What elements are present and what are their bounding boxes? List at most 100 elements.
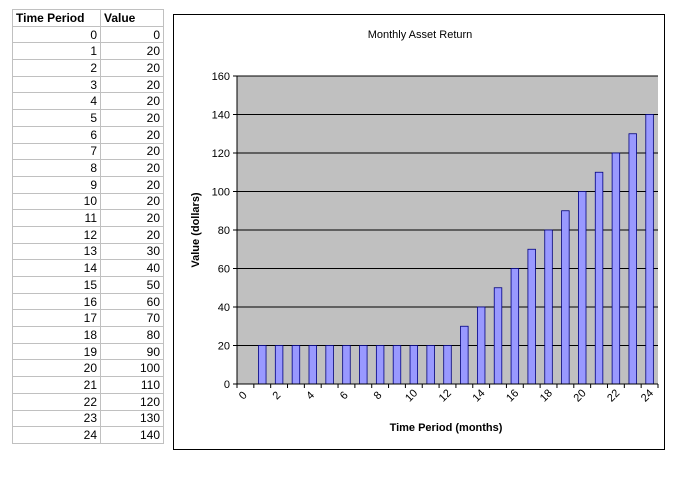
cell-value[interactable]: 130 [100, 409, 164, 428]
header-value[interactable]: Value [100, 9, 164, 27]
cell-time-period[interactable]: 21 [12, 376, 101, 394]
cell-value[interactable]: 50 [100, 276, 164, 294]
cell-value[interactable]: 20 [100, 175, 164, 194]
table-row: 17 70 [12, 309, 164, 328]
bar [426, 345, 435, 385]
table-row: 23 130 [12, 409, 164, 428]
cell-value[interactable]: 20 [100, 92, 164, 111]
cell-value[interactable]: 110 [100, 376, 164, 394]
cell-value[interactable]: 20 [100, 159, 164, 177]
cell-time-period[interactable]: 13 [12, 242, 101, 261]
cell-value[interactable]: 140 [100, 426, 164, 444]
cell-time-period[interactable]: 22 [12, 392, 101, 411]
x-tick-label: 18 [538, 387, 555, 404]
bar [578, 191, 587, 385]
cell-time-period[interactable]: 1 [12, 42, 101, 61]
bar [392, 345, 402, 385]
y-tick-label: 20 [218, 341, 230, 353]
cell-value[interactable]: 20 [100, 109, 164, 127]
bar [611, 152, 621, 385]
cell-value[interactable]: 0 [100, 25, 164, 44]
table-row: 3 20 [12, 75, 164, 94]
x-tick-label: 2 [271, 389, 284, 402]
bar [409, 345, 419, 385]
table-row: 22 120 [12, 392, 164, 411]
cell-time-period[interactable]: 10 [12, 192, 101, 211]
x-tick-label: 16 [504, 387, 521, 404]
y-tick-label: 0 [224, 379, 230, 391]
cell-time-period[interactable]: 23 [12, 409, 101, 428]
cell-value[interactable]: 20 [100, 225, 164, 244]
cell-value[interactable]: 20 [100, 59, 164, 77]
table-row: 2 20 [12, 59, 164, 77]
bar [594, 171, 604, 385]
cell-time-period[interactable]: 17 [12, 309, 101, 328]
table-row: 19 90 [12, 342, 164, 361]
cell-time-period[interactable]: 11 [12, 209, 101, 227]
cell-value[interactable]: 20 [100, 142, 164, 161]
bar [561, 210, 570, 385]
cell-value[interactable]: 20 [100, 42, 164, 61]
cell-time-period[interactable]: 16 [12, 292, 101, 311]
table-row: 6 20 [12, 125, 164, 144]
cell-value[interactable]: 30 [100, 242, 164, 261]
cell-time-period[interactable]: 15 [12, 276, 101, 294]
table-row: 13 30 [12, 242, 164, 261]
cell-time-period[interactable]: 4 [12, 92, 101, 111]
table-row: 20 100 [12, 359, 164, 378]
table-row: 8 20 [12, 159, 164, 177]
chart-area[interactable]: 0 20 40 60 80 100 120 140 160 0 2 4 6 8 10 12 14 16 18 20 2… [173, 14, 665, 450]
cell-value[interactable]: 20 [100, 192, 164, 211]
cell-time-period[interactable]: 6 [12, 125, 101, 144]
table-row: 1 20 [12, 42, 164, 61]
bar [628, 133, 637, 385]
y-tick-label: 160 [212, 71, 230, 83]
bar [544, 229, 553, 385]
cell-time-period[interactable]: 24 [12, 426, 101, 444]
cell-time-period[interactable]: 7 [12, 142, 101, 161]
cell-value[interactable]: 60 [100, 292, 164, 311]
y-axis-title: Value (dollars) [190, 192, 202, 268]
x-tick-label: 0 [237, 389, 250, 402]
table-row: 15 50 [12, 276, 164, 294]
cell-value[interactable]: 20 [100, 75, 164, 94]
data-table: Time Period Value 0 0 1 20 2 20 3 20 4 20 5 20 6 20 7 2… [12, 9, 164, 444]
bar [493, 287, 503, 385]
cell-value[interactable]: 40 [100, 259, 164, 277]
table-row: 24 140 [12, 426, 164, 444]
cell-time-period[interactable]: 20 [12, 359, 101, 378]
cell-value[interactable]: 20 [100, 209, 164, 227]
y-tick-label: 100 [212, 187, 230, 199]
cell-value[interactable]: 120 [100, 392, 164, 411]
cell-time-period[interactable]: 19 [12, 342, 101, 361]
cell-value[interactable]: 80 [100, 326, 164, 344]
cell-time-period[interactable]: 18 [12, 326, 101, 344]
x-tick-label: 12 [437, 387, 454, 404]
cell-time-period[interactable]: 14 [12, 259, 101, 277]
cell-time-period[interactable]: 12 [12, 225, 101, 244]
cell-value[interactable]: 70 [100, 309, 164, 328]
x-tick-label: 20 [572, 387, 589, 404]
cell-time-period[interactable]: 5 [12, 109, 101, 127]
x-tick-label: 6 [338, 389, 351, 402]
y-tick-label: 140 [212, 110, 230, 122]
cell-time-period[interactable]: 9 [12, 175, 101, 194]
cell-value[interactable]: 90 [100, 342, 164, 361]
header-time-period[interactable]: Time Period [12, 9, 101, 27]
x-tick-label: 22 [605, 387, 622, 404]
table-row: 11 20 [12, 209, 164, 227]
table-row: 7 20 [12, 142, 164, 161]
table-row: 12 20 [12, 225, 164, 244]
cell-time-period[interactable]: 8 [12, 159, 101, 177]
cell-time-period[interactable]: 3 [12, 75, 101, 94]
table-row: 4 20 [12, 92, 164, 111]
cell-value[interactable]: 20 [100, 125, 164, 144]
table-header-row: Time Period Value [12, 9, 164, 27]
bar [342, 345, 351, 385]
cell-value[interactable]: 100 [100, 359, 164, 378]
x-tick-label: 8 [372, 389, 385, 402]
cell-time-period[interactable]: 2 [12, 59, 101, 77]
cell-time-period[interactable]: 0 [12, 25, 101, 44]
